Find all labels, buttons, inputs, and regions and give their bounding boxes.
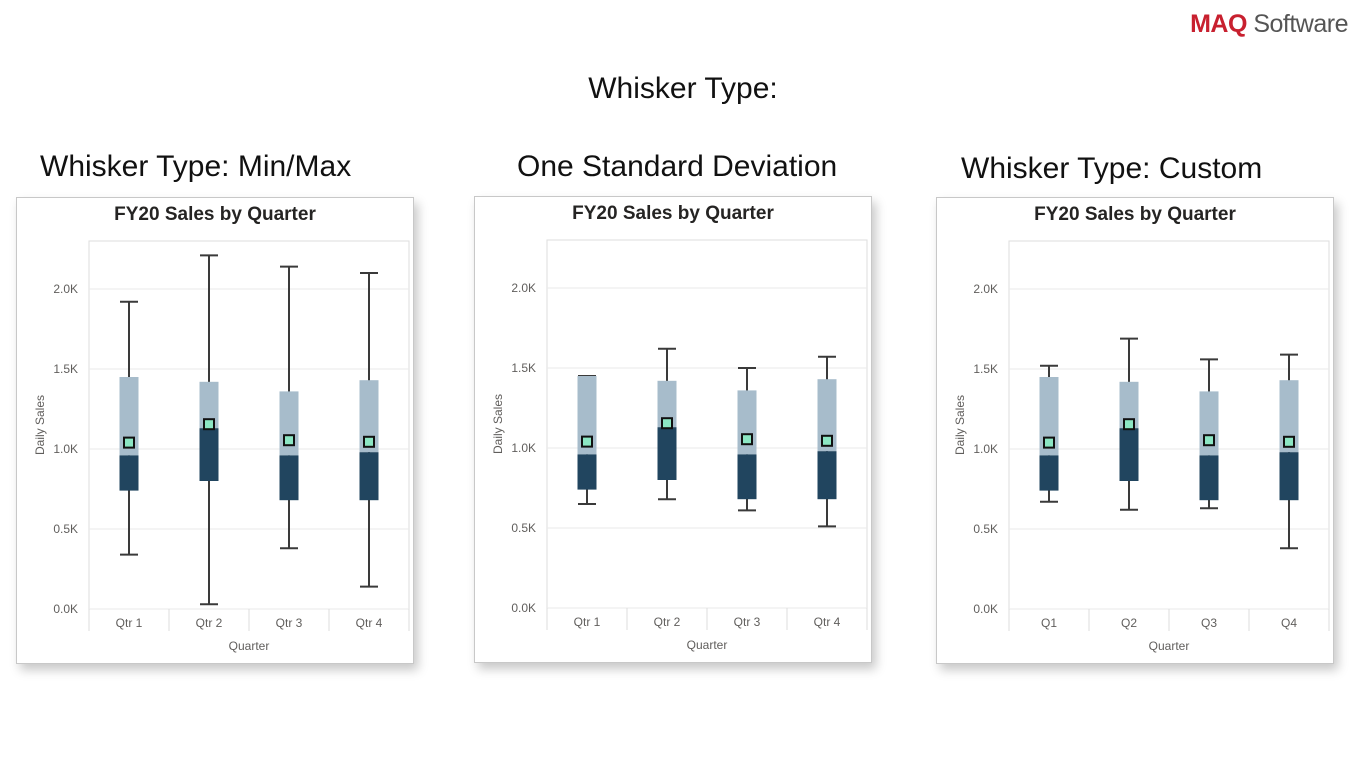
y-axis-title: Daily Sales	[33, 395, 47, 455]
mean-marker	[661, 417, 673, 430]
box-upper	[1039, 377, 1059, 456]
box-plot-chart: FY20 Sales by Quarter 0.0K 0.5K 1.0K 1.5K 2.0…	[953, 204, 1330, 653]
box-upper	[657, 380, 677, 428]
y-tick-label: 1.5K	[973, 362, 998, 376]
y-tick-label: 0.5K	[973, 522, 998, 536]
x-tick-label: Qtr 4	[356, 616, 383, 630]
x-axis-title: Quarter	[229, 639, 270, 653]
x-tick-label: Q4	[1281, 616, 1297, 630]
logo-suffix: Software	[1246, 10, 1348, 38]
chart-title: FY20 Sales by Quarter	[572, 203, 774, 224]
x-tick-label: Qtr 2	[654, 615, 681, 629]
panel-heading-min-max: Whisker Type: Min/Max	[40, 150, 352, 183]
mean-marker	[283, 434, 295, 447]
x-tick-label: Qtr 4	[814, 615, 841, 629]
box-lower	[737, 454, 757, 500]
chart-title: FY20 Sales by Quarter	[1034, 204, 1236, 225]
y-tick-label: 1.0K	[973, 442, 998, 456]
x-tick-label: Qtr 3	[276, 616, 303, 630]
box-upper	[1279, 380, 1299, 453]
x-tick-label: Q1	[1041, 616, 1057, 630]
brand-logo: MAQ Software	[1190, 10, 1348, 39]
x-tick-label: Q2	[1121, 616, 1137, 630]
box-lower	[1199, 455, 1219, 501]
chart-card-std-dev: FY20 Sales by Quarter 0.0K 0.5K 1.0K 1.5K 2.0…	[474, 196, 872, 663]
box-lower	[359, 452, 379, 501]
y-tick-label: 1.5K	[511, 361, 536, 375]
box-upper	[1119, 381, 1139, 429]
box-upper	[359, 380, 379, 453]
box-lower	[1279, 452, 1299, 501]
box-upper	[119, 377, 139, 456]
mean-marker	[821, 434, 833, 447]
box-lower	[817, 451, 837, 500]
mean-marker	[1123, 418, 1135, 431]
y-tick-label: 2.0K	[973, 282, 998, 296]
mean-marker	[1203, 434, 1215, 447]
y-tick-label: 0.0K	[53, 602, 78, 616]
mean-marker	[581, 435, 593, 448]
box-upper	[199, 381, 219, 429]
mean-marker	[1283, 435, 1295, 448]
y-tick-label: 0.5K	[53, 522, 78, 536]
box-plot-chart: FY20 Sales by Quarter 0.0K 0.5K 1.0K 1.5K 2.0…	[491, 203, 868, 652]
y-tick-label: 1.0K	[53, 442, 78, 456]
box-lower	[279, 455, 299, 501]
x-tick-label: Qtr 1	[574, 615, 601, 629]
box-lower	[577, 454, 597, 490]
mean-marker	[363, 435, 375, 448]
y-axis-title: Daily Sales	[491, 394, 505, 454]
x-axis-title: Quarter	[1149, 639, 1190, 653]
y-tick-label: 2.0K	[53, 282, 78, 296]
panel-heading-std-dev: One Standard Deviation	[517, 150, 838, 183]
y-tick-label: 1.5K	[53, 362, 78, 376]
box-lower	[119, 455, 139, 491]
slide-title: Whisker Type:	[588, 72, 778, 105]
y-tick-label: 2.0K	[511, 281, 536, 295]
mean-marker	[123, 436, 135, 449]
mean-marker	[1043, 436, 1055, 449]
y-tick-label: 1.0K	[511, 441, 536, 455]
x-tick-label: Qtr 1	[116, 616, 143, 630]
y-axis-title: Daily Sales	[953, 395, 967, 455]
x-tick-label: Qtr 3	[734, 615, 761, 629]
y-tick-label: 0.0K	[973, 602, 998, 616]
box-plot-chart: FY20 Sales by Quarter 0.0K 0.5K 1.0K 1.5K 2.0…	[33, 204, 410, 653]
mean-marker	[741, 433, 753, 446]
box-lower	[657, 427, 677, 480]
box-upper	[577, 376, 597, 455]
box-lower	[1039, 455, 1059, 491]
y-tick-label: 0.0K	[511, 601, 536, 615]
logo-brand: MAQ	[1190, 10, 1247, 38]
chart-title: FY20 Sales by Quarter	[114, 204, 316, 225]
box-lower	[1119, 428, 1139, 481]
x-axis-title: Quarter	[687, 638, 728, 652]
x-tick-label: Qtr 2	[196, 616, 223, 630]
chart-card-min-max: FY20 Sales by Quarter 0.0K 0.5K 1.0K 1.5K 2.0…	[16, 197, 414, 664]
y-tick-label: 0.5K	[511, 521, 536, 535]
box-upper	[817, 379, 837, 452]
mean-marker	[203, 418, 215, 431]
box-lower	[199, 428, 219, 481]
chart-card-custom: FY20 Sales by Quarter 0.0K 0.5K 1.0K 1.5K 2.0…	[936, 197, 1334, 664]
panel-heading-custom: Whisker Type: Custom	[961, 152, 1263, 185]
x-tick-label: Q3	[1201, 616, 1217, 630]
